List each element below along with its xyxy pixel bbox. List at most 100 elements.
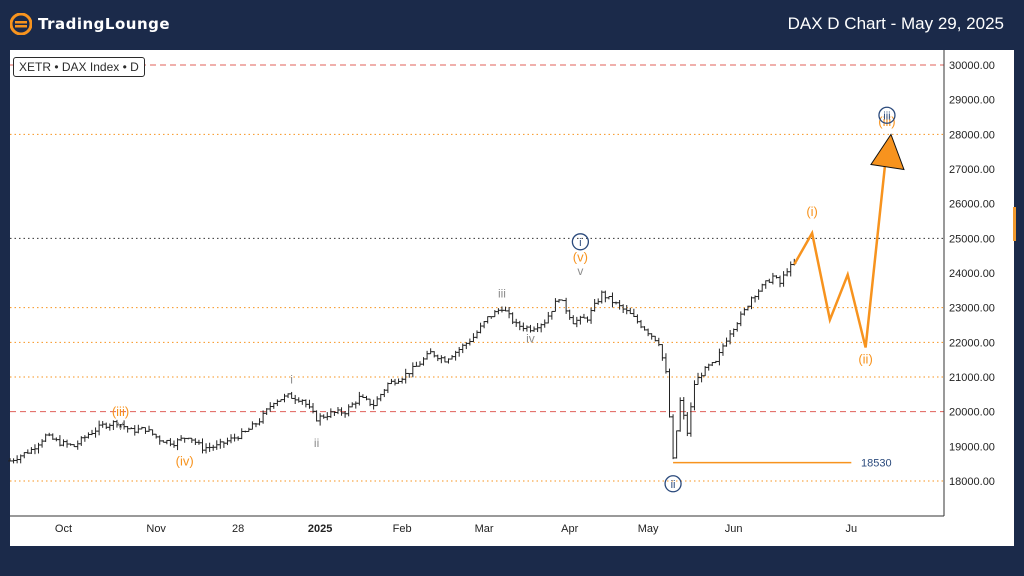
price-bar bbox=[514, 318, 519, 327]
price-bar bbox=[289, 391, 294, 399]
price-bar bbox=[250, 421, 255, 430]
price-bar bbox=[425, 350, 430, 360]
price-bar bbox=[728, 330, 733, 345]
price-bar bbox=[221, 441, 226, 448]
y-tick-label: 18000.00 bbox=[949, 476, 995, 488]
wave-label: v bbox=[577, 264, 583, 278]
price-bar bbox=[756, 289, 761, 300]
price-bar bbox=[8, 458, 12, 462]
price-bar bbox=[239, 428, 244, 440]
symbol-label[interactable]: XETR • DAX Index • D bbox=[13, 57, 145, 77]
price-bar bbox=[453, 350, 458, 361]
wave-circle-label: iii bbox=[878, 106, 896, 124]
price-bar bbox=[467, 338, 472, 346]
wave-circle-ring bbox=[878, 106, 896, 124]
price-bar bbox=[171, 440, 176, 448]
price-bar bbox=[442, 356, 447, 363]
x-tick-label: Ju bbox=[846, 523, 858, 535]
price-bar bbox=[556, 299, 561, 303]
wave-label: i bbox=[290, 373, 293, 387]
price-bar bbox=[257, 418, 262, 426]
price-bar bbox=[642, 326, 647, 331]
price-bar bbox=[635, 314, 640, 324]
price-bar bbox=[713, 360, 718, 364]
top-bar: TradingLounge DAX D Chart - May 29, 2025 bbox=[0, 0, 1024, 48]
price-bar bbox=[125, 426, 130, 433]
price-bar bbox=[182, 437, 187, 443]
price-bar bbox=[553, 298, 558, 312]
price-bar bbox=[15, 455, 20, 464]
price-bar bbox=[596, 298, 601, 305]
price-bar bbox=[364, 395, 369, 401]
price-bar bbox=[396, 378, 401, 384]
price-bar bbox=[485, 316, 490, 324]
price-bar bbox=[107, 423, 112, 431]
price-bar bbox=[446, 358, 451, 364]
price-bar bbox=[649, 333, 654, 340]
price-bar bbox=[439, 355, 444, 364]
price-bar bbox=[150, 429, 155, 436]
x-tick-label: May bbox=[638, 523, 659, 535]
price-bar bbox=[503, 306, 508, 312]
price-bar bbox=[564, 297, 569, 314]
price-bar bbox=[738, 311, 743, 327]
wave-label: (i) bbox=[806, 204, 818, 219]
y-tick-label: 22000.00 bbox=[949, 337, 995, 349]
wave-label: (iii) bbox=[112, 404, 129, 419]
price-bar bbox=[696, 372, 701, 386]
price-bar bbox=[89, 429, 94, 436]
wave-label: (v) bbox=[573, 250, 588, 265]
price-bar bbox=[763, 280, 768, 289]
price-bar bbox=[585, 316, 590, 323]
scroll-indicator[interactable] bbox=[1013, 207, 1016, 241]
price-bar bbox=[539, 323, 544, 333]
wave-label: iv bbox=[526, 332, 535, 346]
price-bar bbox=[692, 380, 697, 411]
x-tick-label: Mar bbox=[475, 523, 494, 535]
price-bar bbox=[61, 439, 66, 447]
price-bar bbox=[731, 328, 736, 337]
price-bar bbox=[567, 309, 572, 320]
price-bar bbox=[774, 275, 779, 279]
price-bar bbox=[204, 443, 209, 454]
price-bar bbox=[293, 394, 298, 404]
price-bars bbox=[8, 258, 797, 464]
support-line-label: 18530 bbox=[861, 458, 892, 470]
price-bar bbox=[132, 425, 137, 436]
price-bar bbox=[207, 442, 212, 452]
price-bar bbox=[403, 368, 408, 384]
price-bar bbox=[492, 310, 497, 318]
price-bar bbox=[382, 389, 387, 398]
price-bar bbox=[350, 402, 355, 408]
price-bar bbox=[428, 348, 433, 355]
x-tick-label: Feb bbox=[393, 523, 412, 535]
price-bar bbox=[360, 394, 365, 399]
price-bar bbox=[157, 435, 162, 445]
price-bar bbox=[82, 435, 87, 442]
price-bar bbox=[660, 344, 665, 361]
price-bar bbox=[464, 342, 469, 350]
price-bar bbox=[104, 422, 109, 430]
price-bar bbox=[742, 307, 747, 316]
price-bar bbox=[507, 307, 512, 319]
price-bar bbox=[328, 408, 333, 418]
price-bar bbox=[614, 301, 619, 305]
y-tick-label: 21000.00 bbox=[949, 372, 995, 384]
price-bar bbox=[478, 322, 483, 334]
price-bar bbox=[460, 343, 465, 354]
price-bar bbox=[457, 346, 462, 357]
price-bar bbox=[385, 382, 390, 394]
price-bar bbox=[603, 290, 608, 303]
y-tick-label: 30000.00 bbox=[949, 60, 995, 72]
brand-name: TradingLounge bbox=[38, 15, 171, 33]
price-bar bbox=[32, 444, 37, 455]
price-bar bbox=[189, 437, 194, 443]
price-bar bbox=[706, 363, 711, 371]
price-bar bbox=[229, 434, 234, 444]
brand-logo[interactable]: TradingLounge bbox=[10, 12, 170, 36]
price-bar bbox=[353, 401, 358, 409]
wave-label: (iii) bbox=[878, 114, 895, 129]
price-bar bbox=[400, 377, 405, 384]
price-bar bbox=[631, 308, 636, 318]
